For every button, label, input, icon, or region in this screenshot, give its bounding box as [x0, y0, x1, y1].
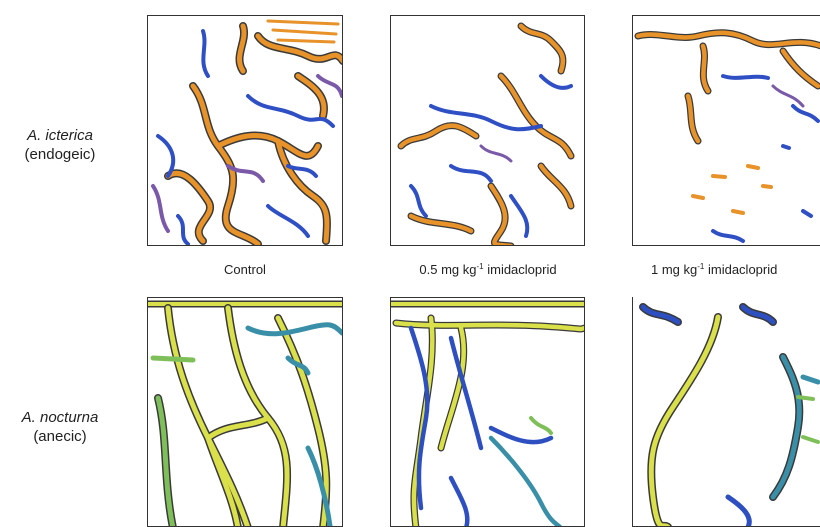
column-title-1mg: 1 mg kg-1 imidacloprid [651, 262, 778, 277]
burrow-network-image [397, 22, 575, 245]
panel-endogeic-control [147, 15, 343, 246]
panel-anecic-0-5 [390, 297, 585, 527]
ecotype-label: (endogeic) [24, 146, 96, 163]
column-title-0-5mg: 0.5 mg kg-1 imidacloprid [419, 262, 557, 277]
row-label-anecic: A. nocturna (anecic) [0, 408, 120, 446]
burrow-network-image [151, 19, 342, 245]
panel-anecic-1 [632, 297, 820, 527]
ecotype-label: (anecic) [33, 428, 87, 445]
panel-endogeic-1 [632, 15, 820, 246]
burrow-network-image [148, 300, 342, 526]
row-label-endogeic: A. icterica (endogeic) [0, 126, 120, 164]
column-title-control: Control [224, 262, 266, 277]
panel-endogeic-0-5 [390, 15, 585, 246]
burrow-network-image [634, 29, 820, 243]
species-name: A. nocturna [21, 409, 99, 426]
panel-anecic-control [147, 297, 343, 527]
species-name: A. icterica [27, 127, 93, 144]
burrow-network-image [639, 303, 820, 526]
burrow-network-image [391, 300, 584, 526]
